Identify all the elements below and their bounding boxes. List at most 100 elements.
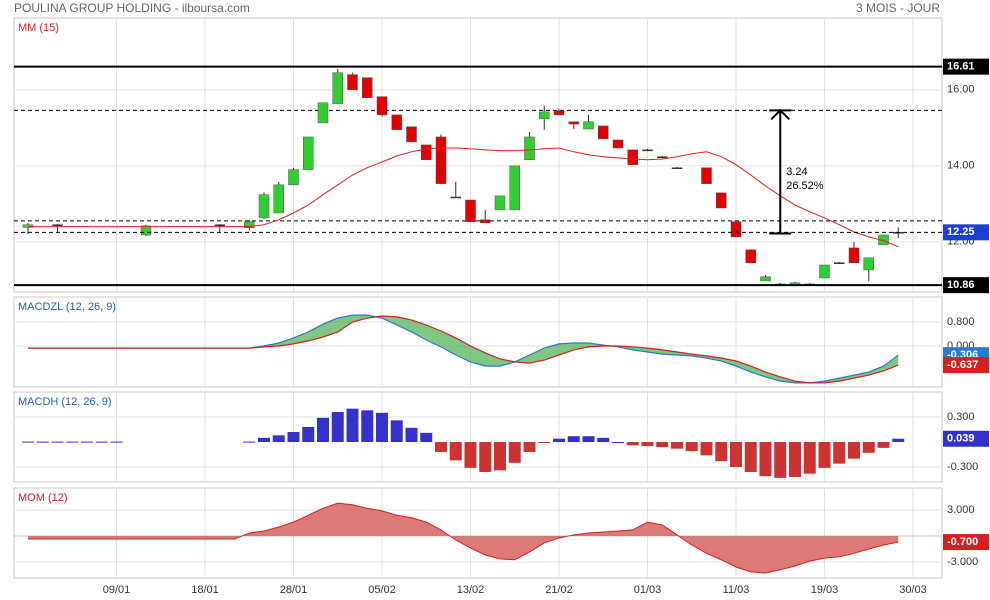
y-tick-label: 16.00	[947, 84, 975, 96]
histogram-bar	[759, 442, 772, 477]
candle-body	[140, 225, 152, 236]
candle-body	[627, 149, 638, 165]
histogram-bar	[848, 442, 860, 459]
candle-body	[642, 149, 653, 152]
value-label: -0.700	[947, 536, 978, 548]
histogram-bar	[656, 442, 669, 447]
candle-body	[421, 144, 432, 161]
candle-body	[391, 114, 402, 130]
candle-body	[568, 121, 579, 125]
momentum-line	[28, 502, 899, 574]
histogram-bar	[833, 442, 846, 464]
histogram-bar	[258, 437, 270, 442]
histogram-bar	[612, 442, 624, 443]
value-box	[943, 430, 989, 447]
histogram-bar	[582, 436, 595, 442]
histogram-bar	[479, 442, 492, 472]
x-tick-label: 09/01	[103, 584, 131, 596]
x-tick-label: 21/02	[545, 584, 573, 596]
histogram-bar	[715, 442, 728, 462]
histogram-bar	[287, 432, 300, 442]
y-tick-label: 0.800	[947, 316, 975, 328]
histogram-bar	[641, 442, 654, 447]
panel-frame	[13, 296, 943, 388]
histogram-bar	[597, 437, 610, 442]
candle-body	[539, 111, 550, 119]
histogram-bar	[243, 441, 256, 443]
histogram-bar	[110, 441, 123, 443]
candle-body	[863, 257, 874, 271]
candle-body	[716, 192, 727, 209]
candle-body	[52, 224, 63, 226]
candle-body	[612, 139, 624, 149]
x-tick-label: 01/03	[634, 584, 662, 596]
candle-body	[303, 136, 314, 170]
candle-body	[657, 156, 668, 158]
candle-body	[701, 167, 712, 184]
macd-fill	[28, 315, 899, 383]
annotation-text: 3.24	[786, 166, 807, 178]
y-tick-label: -3.000	[947, 556, 978, 568]
value-label: 10.86	[947, 279, 975, 291]
candle-body	[480, 219, 491, 224]
candle-body	[376, 96, 388, 116]
histogram-bar	[818, 442, 831, 468]
histogram-bar	[892, 438, 905, 442]
histogram-bar	[51, 441, 64, 443]
candle-body	[524, 136, 535, 161]
histogram-bar	[700, 442, 713, 456]
candle-body	[214, 224, 225, 226]
y-tick-label: -0.300	[947, 461, 978, 473]
chart-subtitle: 3 MOIS - JOUR	[856, 1, 940, 15]
candle-body	[745, 249, 756, 263]
histogram-bar	[494, 442, 506, 471]
candle-body	[258, 194, 270, 219]
histogram-bar	[81, 441, 93, 443]
value-label: 0.039	[947, 433, 975, 445]
moving-average	[28, 147, 899, 248]
momentum-area	[28, 503, 899, 573]
histogram-bar	[567, 436, 580, 442]
y-tick-label: 3.000	[947, 504, 975, 516]
candle-body	[583, 121, 594, 130]
histogram-bar	[361, 410, 374, 442]
candle-body	[317, 102, 329, 124]
histogram-bar	[36, 441, 49, 443]
histogram-bar	[877, 442, 890, 448]
x-tick-label: 18/01	[191, 584, 219, 596]
histogram-bar	[671, 442, 683, 449]
annotation-text: 26.52%	[786, 180, 824, 192]
histogram-bar	[420, 432, 433, 442]
candle-body	[465, 199, 476, 222]
candle-body	[834, 262, 845, 264]
panel-frame	[13, 17, 943, 293]
candle-body	[450, 196, 461, 199]
candle-body	[273, 184, 284, 214]
histogram-bar	[302, 427, 315, 442]
histogram-bar	[390, 420, 403, 442]
panel-frame	[13, 487, 943, 579]
histogram-bar	[523, 442, 536, 452]
x-tick-label: 11/03	[723, 584, 750, 596]
value-box	[943, 534, 989, 551]
histogram-bar	[346, 408, 359, 442]
x-tick-label: 28/01	[280, 584, 308, 596]
value-label: -0.637	[947, 359, 978, 371]
candle-body	[494, 195, 506, 211]
value-box	[943, 277, 989, 294]
histogram-bar	[22, 441, 34, 443]
y-tick-label: 14.00	[947, 160, 975, 172]
histogram-bar	[405, 427, 418, 442]
histogram-bar	[789, 442, 801, 477]
candle-body	[362, 77, 373, 99]
value-box	[943, 58, 989, 75]
candle-body	[435, 136, 447, 184]
histogram-bar	[435, 442, 447, 452]
panel-frame	[13, 391, 943, 483]
candle-body	[730, 221, 742, 238]
candle-body	[347, 74, 358, 91]
value-label: 12.25	[947, 226, 975, 238]
histogram-bar	[553, 438, 565, 442]
histogram-bar	[774, 442, 787, 478]
